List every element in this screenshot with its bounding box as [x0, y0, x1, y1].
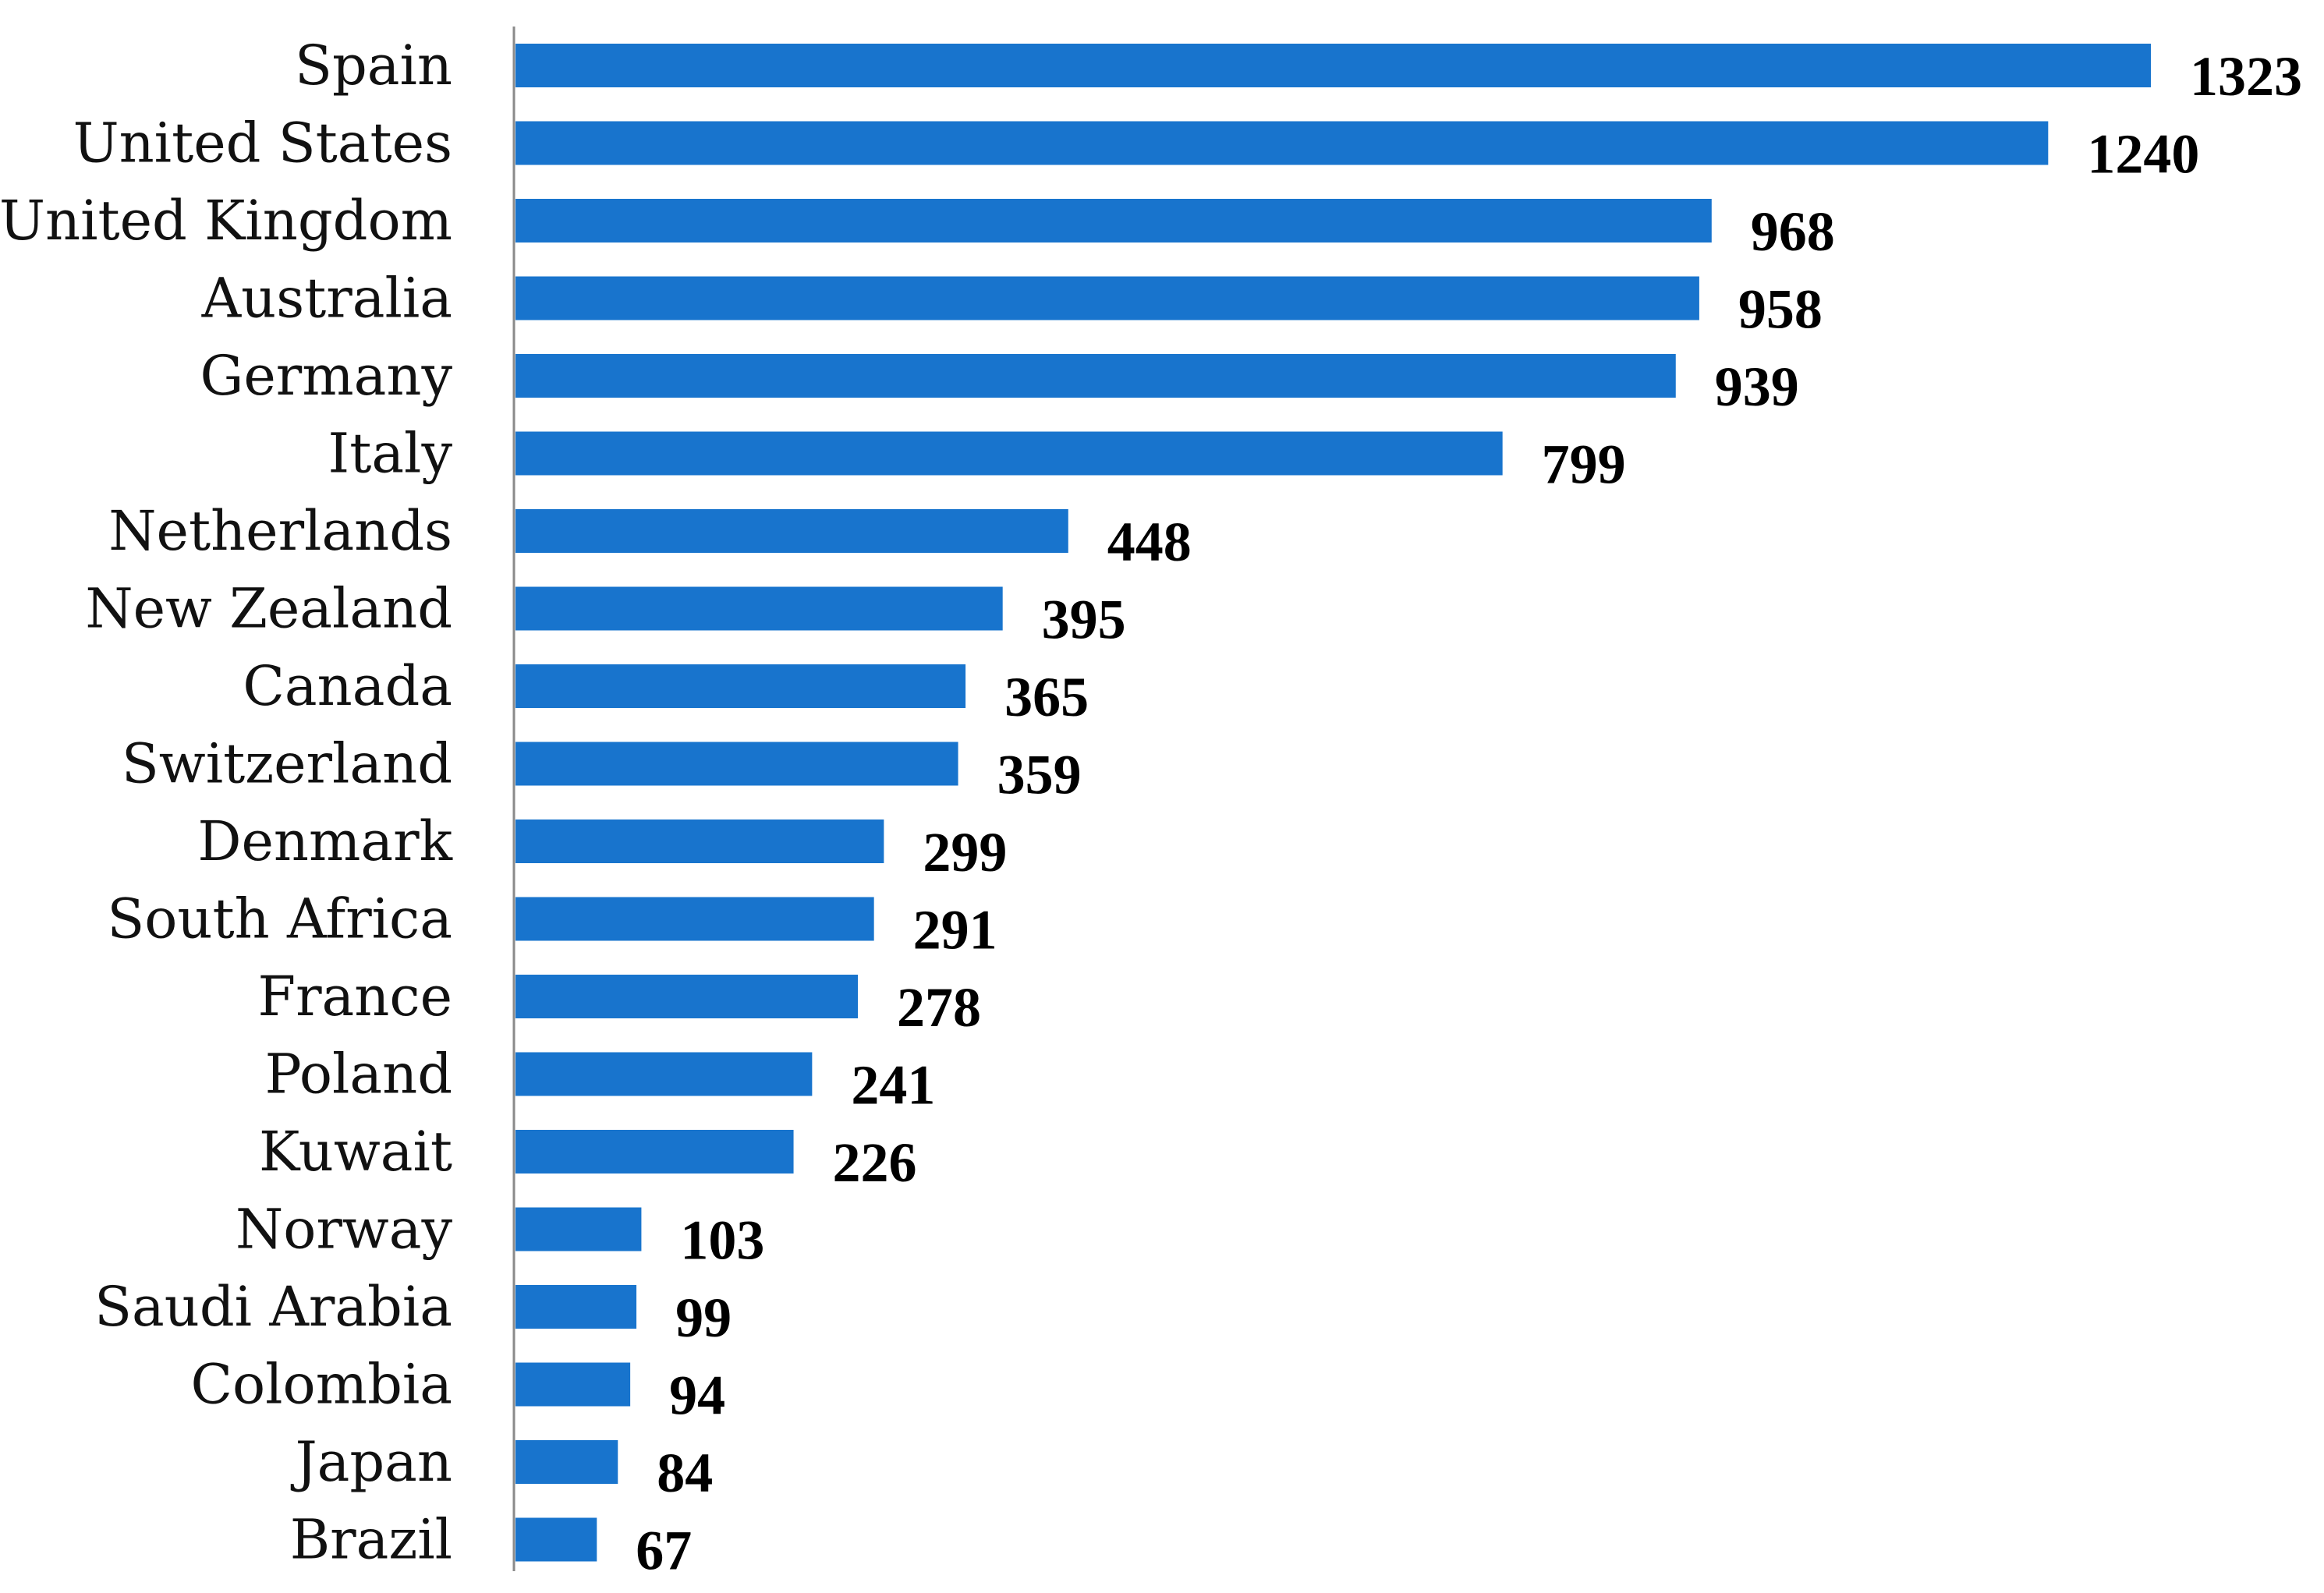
value-label-new-zealand: 395 [1042, 589, 1126, 651]
bar-kuwait [515, 1130, 794, 1174]
value-label-south-africa: 291 [913, 899, 997, 961]
value-label-denmark: 299 [923, 821, 1007, 883]
bar-denmark [515, 820, 884, 863]
category-label-new-zealand: New Zealand [85, 577, 452, 641]
value-label-norway: 103 [680, 1209, 764, 1272]
bars-group [515, 44, 2151, 1562]
value-label-japan: 84 [657, 1442, 713, 1504]
bar-united-kingdom [515, 199, 1712, 242]
bar-france [515, 975, 859, 1018]
category-label-poland: Poland [265, 1043, 452, 1106]
bar-brazil [515, 1517, 597, 1562]
category-label-france: France [258, 965, 452, 1028]
category-label-denmark: Denmark [197, 809, 452, 873]
category-label-canada: Canada [243, 654, 452, 718]
bar-australia [515, 276, 1699, 320]
category-label-spain: Spain [295, 34, 452, 97]
bar-poland [515, 1052, 813, 1096]
value-label-australia: 958 [1738, 278, 1823, 341]
bar-switzerland [515, 742, 958, 786]
value-label-germany: 939 [1715, 356, 1799, 418]
value-label-kuwait: 226 [833, 1131, 917, 1194]
value-labels-group: 1323 1240 968 958 939 799 448 395 365 359 299 291 27… [636, 45, 2302, 1582]
bar-saudi-arabia [515, 1285, 637, 1329]
value-label-united-states: 1240 [2087, 123, 2199, 186]
value-label-netherlands: 448 [1107, 511, 1192, 573]
value-label-italy: 799 [1542, 434, 1626, 496]
category-label-colombia: Colombia [190, 1353, 452, 1417]
category-label-italy: Italy [328, 422, 453, 486]
value-label-colombia: 94 [669, 1365, 725, 1427]
bar-germany [515, 354, 1676, 398]
category-label-kuwait: Kuwait [259, 1120, 452, 1184]
category-label-switzerland: Switzerland [122, 732, 452, 796]
category-label-netherlands: Netherlands [108, 499, 452, 563]
category-label-united-states: United States [73, 112, 452, 175]
bar-italy [515, 431, 1503, 476]
value-label-france: 278 [897, 976, 981, 1039]
value-label-spain: 1323 [2190, 45, 2302, 108]
category-label-south-africa: South Africa [107, 887, 452, 951]
bar-canada [515, 664, 966, 708]
category-labels-group: Spain United States United Kingdom Australi… [0, 34, 453, 1572]
category-label-brazil: Brazil [290, 1508, 452, 1572]
category-label-australia: Australia [201, 267, 452, 331]
value-label-united-kingdom: 968 [1751, 200, 1835, 263]
bar-netherlands [515, 509, 1068, 553]
value-label-brazil: 67 [636, 1520, 692, 1582]
bar-colombia [515, 1362, 631, 1407]
bar-spain [515, 44, 2151, 87]
category-label-germany: Germany [200, 344, 452, 408]
bar-japan [515, 1440, 618, 1484]
bar-south-africa [515, 897, 874, 941]
category-label-united-kingdom: United Kingdom [0, 189, 452, 253]
category-label-saudi-arabia: Saudi Arabia [94, 1275, 452, 1339]
value-label-canada: 365 [1004, 666, 1089, 728]
bar-new-zealand [515, 586, 1003, 631]
bar-united-states [515, 121, 2049, 165]
bar-norway [515, 1207, 642, 1251]
category-label-japan: Japan [291, 1430, 452, 1494]
category-label-norway: Norway [236, 1198, 453, 1262]
value-label-poland: 241 [851, 1054, 935, 1117]
value-label-switzerland: 359 [997, 744, 1082, 806]
value-label-saudi-arabia: 99 [675, 1287, 732, 1349]
